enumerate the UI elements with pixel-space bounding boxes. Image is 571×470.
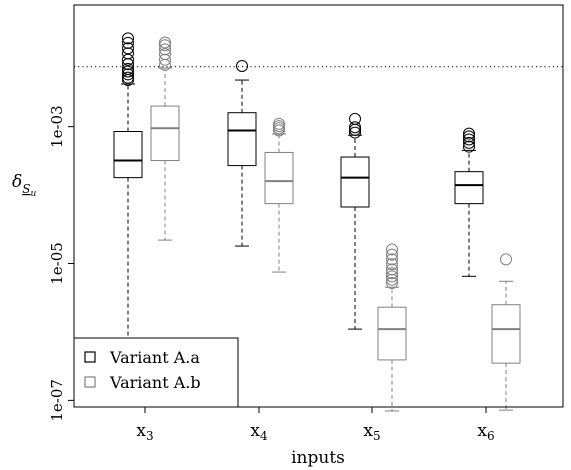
x-tick-label-main: x (250, 421, 260, 441)
outlier-point (386, 248, 398, 261)
outlier-point (386, 267, 398, 280)
outlier-point (122, 47, 134, 60)
legend-box (73, 337, 239, 408)
outlier-point (349, 121, 361, 134)
x-tick-label-sub: 3 (146, 429, 154, 443)
legend-swatch-variant-a-a (84, 351, 96, 363)
outlier-point (159, 43, 171, 56)
y-tick-label: 1e-05 (48, 242, 66, 285)
x-tick-label: x3 (136, 421, 153, 443)
outlier-point (122, 36, 134, 49)
outlier-point (463, 127, 475, 140)
outlier-point (159, 53, 171, 66)
outlier-point (386, 253, 398, 266)
box-variant-a-b-1 (264, 117, 294, 273)
y-axis-title: δSu (12, 172, 36, 199)
outlier-point (386, 276, 398, 289)
box-variant-a-b-3 (491, 253, 521, 411)
outlier-point (122, 53, 134, 66)
box-variant-a-b-0 (150, 36, 180, 241)
outlier-point (122, 42, 134, 55)
legend-swatch-variant-a-b (84, 376, 96, 388)
outlier-point (386, 270, 398, 283)
box-variant-a-b-2 (377, 243, 407, 412)
outlier-point (349, 112, 361, 125)
box-variant-a-a-1 (227, 60, 257, 247)
outlier-point (159, 48, 171, 61)
box-iqr (264, 151, 294, 205)
outlier-point (159, 39, 171, 52)
x-tick-label: x5 (363, 421, 380, 443)
legend-label-variant-a-b: Variant A.b (109, 373, 201, 392)
outlier-point (500, 253, 512, 266)
outlier-point (122, 71, 134, 84)
x-tick-label-sub: 4 (260, 429, 268, 443)
y-tick-label: 1e-07 (48, 379, 66, 422)
x-tick-label: x4 (250, 421, 268, 443)
outlier-point (236, 60, 248, 73)
outlier-point (386, 243, 398, 256)
x-axis: x3 x4 x5 x6 (136, 407, 495, 443)
box-iqr (491, 304, 521, 364)
outlier-point (122, 32, 134, 45)
box-iqr (377, 306, 407, 361)
outlier-point (273, 117, 285, 130)
outlier-point (463, 140, 475, 153)
box-iqr (340, 156, 370, 208)
outlier-point (349, 126, 361, 139)
outlier-point (463, 130, 475, 143)
x-tick-label: x6 (477, 421, 494, 443)
y-axis: 1e-03 1e-05 1e-07 (48, 105, 74, 422)
outlier-point (122, 65, 134, 78)
x-tick-label-main: x (477, 421, 487, 441)
outlier-point (386, 273, 398, 286)
legend: Variant A.a Variant A.b (73, 337, 239, 408)
box-iqr (227, 112, 257, 167)
y-axis-title-base: δ (12, 172, 22, 192)
outlier-point (386, 263, 398, 276)
outlier-point (122, 62, 134, 75)
outlier-point (386, 258, 398, 271)
x-tick-label-sub: 5 (373, 429, 381, 443)
x-tick-label-main: x (136, 421, 146, 441)
y-axis-title-sub: S (22, 182, 30, 196)
box-variant-a-a-3 (454, 127, 484, 277)
box-iqr (113, 130, 143, 179)
legend-label-variant-a-a: Variant A.a (109, 348, 200, 367)
x-tick-label-sub: 6 (487, 429, 495, 443)
plot-frame (73, 4, 564, 408)
x-axis-title: inputs (291, 448, 345, 468)
box-variant-a-a-2 (340, 112, 370, 330)
outlier-point (159, 36, 171, 49)
box-iqr (150, 105, 180, 162)
outlier-point (463, 133, 475, 146)
outlier-point (463, 136, 475, 149)
chart-marks (74, 32, 563, 412)
outlier-point (122, 68, 134, 81)
y-tick-label: 1e-03 (48, 105, 66, 148)
y-axis-title-subsub: u (30, 189, 36, 199)
x-tick-label-main: x (363, 421, 373, 441)
box-iqr (454, 171, 484, 205)
